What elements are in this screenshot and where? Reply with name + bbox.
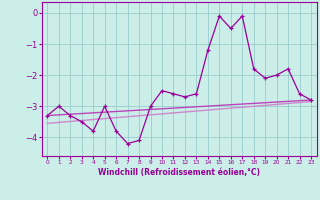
X-axis label: Windchill (Refroidissement éolien,°C): Windchill (Refroidissement éolien,°C) (98, 168, 260, 177)
